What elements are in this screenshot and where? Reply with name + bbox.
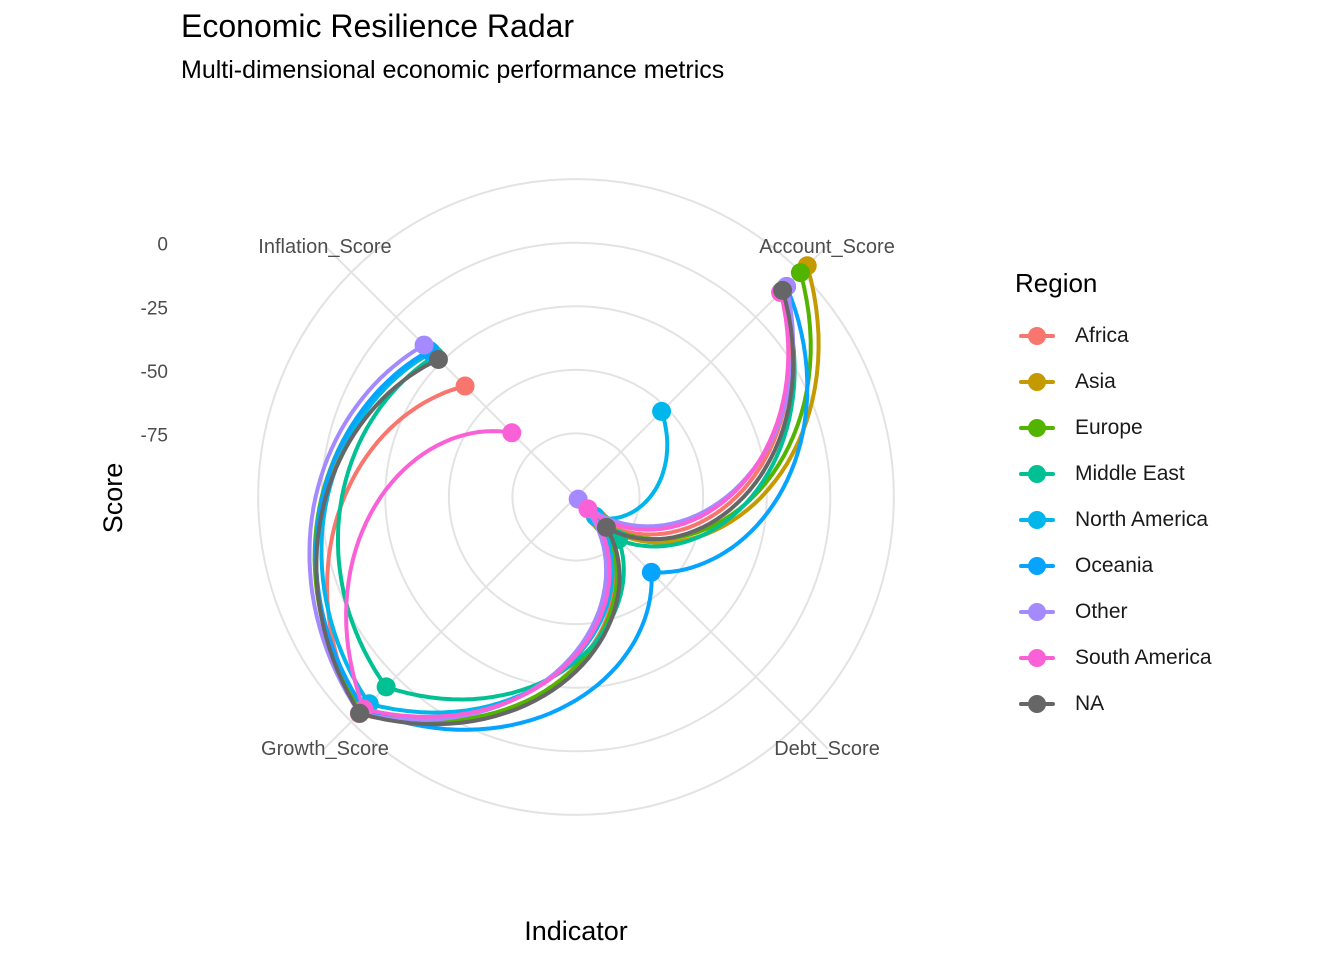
series-layer xyxy=(307,256,821,732)
series-oceania xyxy=(314,276,810,732)
data-point xyxy=(773,280,793,300)
data-point xyxy=(578,499,598,519)
legend-label: Middle East xyxy=(1075,462,1185,485)
legend-item: NA xyxy=(1015,681,1212,727)
data-point xyxy=(652,401,672,421)
legend-key-dot xyxy=(1028,419,1046,437)
series-line xyxy=(344,290,791,719)
legend-key xyxy=(1015,551,1059,581)
data-point xyxy=(376,677,396,697)
radial-tick-label: -75 xyxy=(141,425,168,446)
legend-key xyxy=(1015,459,1059,489)
legend-key xyxy=(1015,367,1059,397)
legend-label: Europe xyxy=(1075,416,1143,439)
grid-spoke xyxy=(323,244,577,498)
series-line xyxy=(313,263,821,724)
category-label: Debt_Score xyxy=(774,738,880,760)
legend-item: Oceania xyxy=(1015,543,1212,589)
data-point xyxy=(641,562,661,582)
legend-key xyxy=(1015,689,1059,719)
chart-title: Economic Resilience Radar xyxy=(181,8,575,44)
series-line xyxy=(314,288,796,727)
x-axis-title: Indicator xyxy=(524,916,628,946)
grid-circle xyxy=(511,432,641,562)
radial-tick-label: -50 xyxy=(141,362,168,383)
data-point xyxy=(502,423,522,443)
legend-key-dot xyxy=(1028,511,1046,529)
legend-key-dot xyxy=(1028,465,1046,483)
category-label: Account_Score xyxy=(759,236,895,258)
data-point xyxy=(414,335,434,355)
legend-label: North America xyxy=(1075,508,1209,531)
legend-key xyxy=(1015,505,1059,535)
legend-key xyxy=(1015,597,1059,627)
category-label: Growth_Score xyxy=(261,738,389,760)
legend-item: South America xyxy=(1015,635,1212,681)
legend-key-dot xyxy=(1028,695,1046,713)
legend-key-dot xyxy=(1028,649,1046,667)
legend-title: Region xyxy=(1015,268,1098,298)
legend-label: NA xyxy=(1075,692,1105,715)
data-point xyxy=(350,703,370,723)
series-line xyxy=(314,284,810,732)
series-middle-east xyxy=(336,281,797,702)
series-na xyxy=(314,280,796,727)
legend-key-dot xyxy=(1028,327,1046,345)
legend-label: South America xyxy=(1075,646,1212,669)
legend-key-dot xyxy=(1028,557,1046,575)
radial-tick-label: -25 xyxy=(141,298,168,319)
grid-circle xyxy=(257,178,895,816)
grid-circle xyxy=(447,368,705,626)
legend-key xyxy=(1015,643,1059,673)
data-point xyxy=(428,349,448,369)
legend-item: Africa xyxy=(1015,313,1212,359)
legend-key xyxy=(1015,321,1059,351)
radial-tick-label: 0 xyxy=(157,235,168,256)
legend-key-dot xyxy=(1028,603,1046,621)
legend: Region Africa Asia Europe Middle East North … xyxy=(1015,268,1212,727)
legend-key xyxy=(1015,413,1059,443)
series-line xyxy=(325,290,792,726)
label-layer: 0 -25 -50 -75 Account_Score Debt_Score Growth_… xyxy=(141,235,895,760)
legend-item: North America xyxy=(1015,497,1212,543)
legend-label: Africa xyxy=(1075,324,1129,347)
chart-subtitle: Multi-dimensional economic performance m… xyxy=(181,56,725,84)
legend-label: Oceania xyxy=(1075,554,1154,577)
y-axis-title: Score xyxy=(98,463,128,534)
legend-items: Africa Asia Europe Middle East North America… xyxy=(1015,313,1212,727)
grid-circle xyxy=(384,305,768,689)
legend-item: Middle East xyxy=(1015,451,1212,497)
legend-label: Asia xyxy=(1075,370,1116,393)
legend-item: Asia xyxy=(1015,359,1212,405)
legend-key-dot xyxy=(1028,373,1046,391)
legend-label: Other xyxy=(1075,600,1128,623)
category-label: Inflation_Score xyxy=(258,236,391,258)
series-line xyxy=(336,289,797,702)
data-point xyxy=(596,517,616,537)
legend-item: Europe xyxy=(1015,405,1212,451)
data-point xyxy=(455,376,475,396)
legend-item: Other xyxy=(1015,589,1212,635)
data-point xyxy=(790,263,810,283)
